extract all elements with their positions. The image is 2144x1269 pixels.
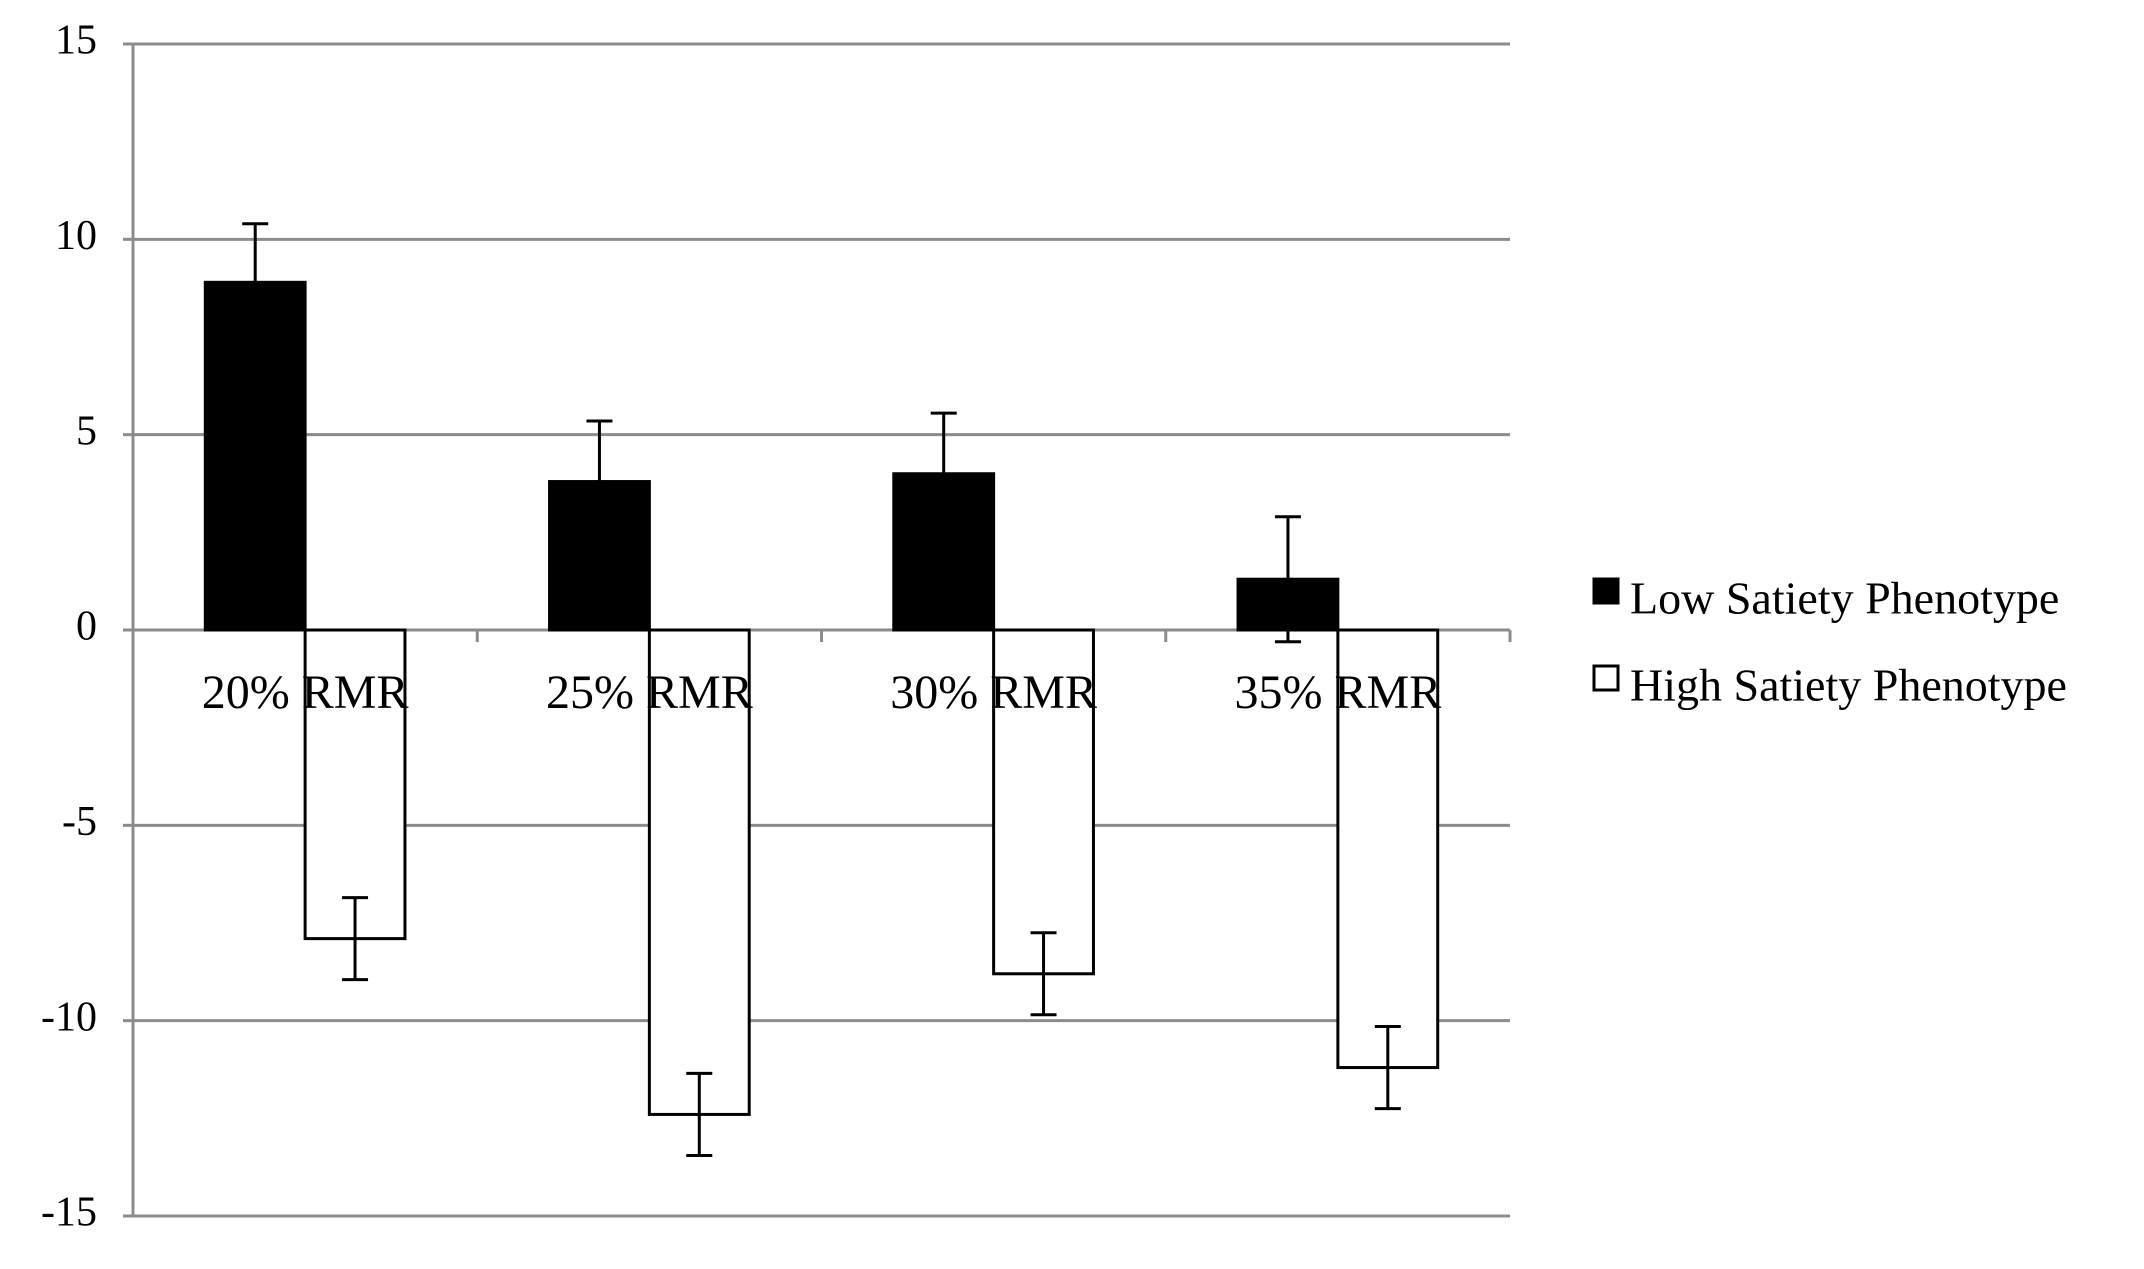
- y-tick-label: -10: [41, 994, 97, 1040]
- error-bar: [1030, 931, 1057, 1017]
- bar: [992, 628, 1095, 976]
- x-tick-label: 30% RMR: [890, 666, 1097, 719]
- x-tick-label: 25% RMR: [546, 666, 753, 719]
- error-bar: [586, 419, 613, 544]
- legend-label: Low Satiety Phenotype: [1630, 573, 2059, 624]
- y-tick-label: 0: [76, 604, 97, 650]
- y-tick-label: 10: [55, 213, 97, 259]
- y-tick-label: 15: [55, 18, 97, 64]
- bar: [548, 480, 651, 632]
- y-tick-label: -15: [41, 1190, 97, 1236]
- legend-swatch: [1592, 577, 1620, 605]
- error-bar: [686, 1071, 713, 1157]
- x-tick-label: 35% RMR: [1235, 666, 1442, 719]
- legend-swatch: [1592, 664, 1620, 692]
- legend-label: High Satiety Phenotype: [1630, 660, 2067, 711]
- x-tick-label: 20% RMR: [202, 666, 409, 719]
- error-bar: [342, 896, 369, 982]
- y-tick-label: -5: [62, 799, 97, 845]
- error-bar: [930, 411, 957, 536]
- y-tick-label: 5: [76, 408, 97, 454]
- bar: [1336, 628, 1440, 1070]
- error-bar: [1274, 515, 1301, 644]
- bar: [303, 628, 407, 941]
- error-bar: [242, 222, 269, 343]
- bar: [647, 628, 751, 1116]
- error-bar: [1374, 1025, 1401, 1111]
